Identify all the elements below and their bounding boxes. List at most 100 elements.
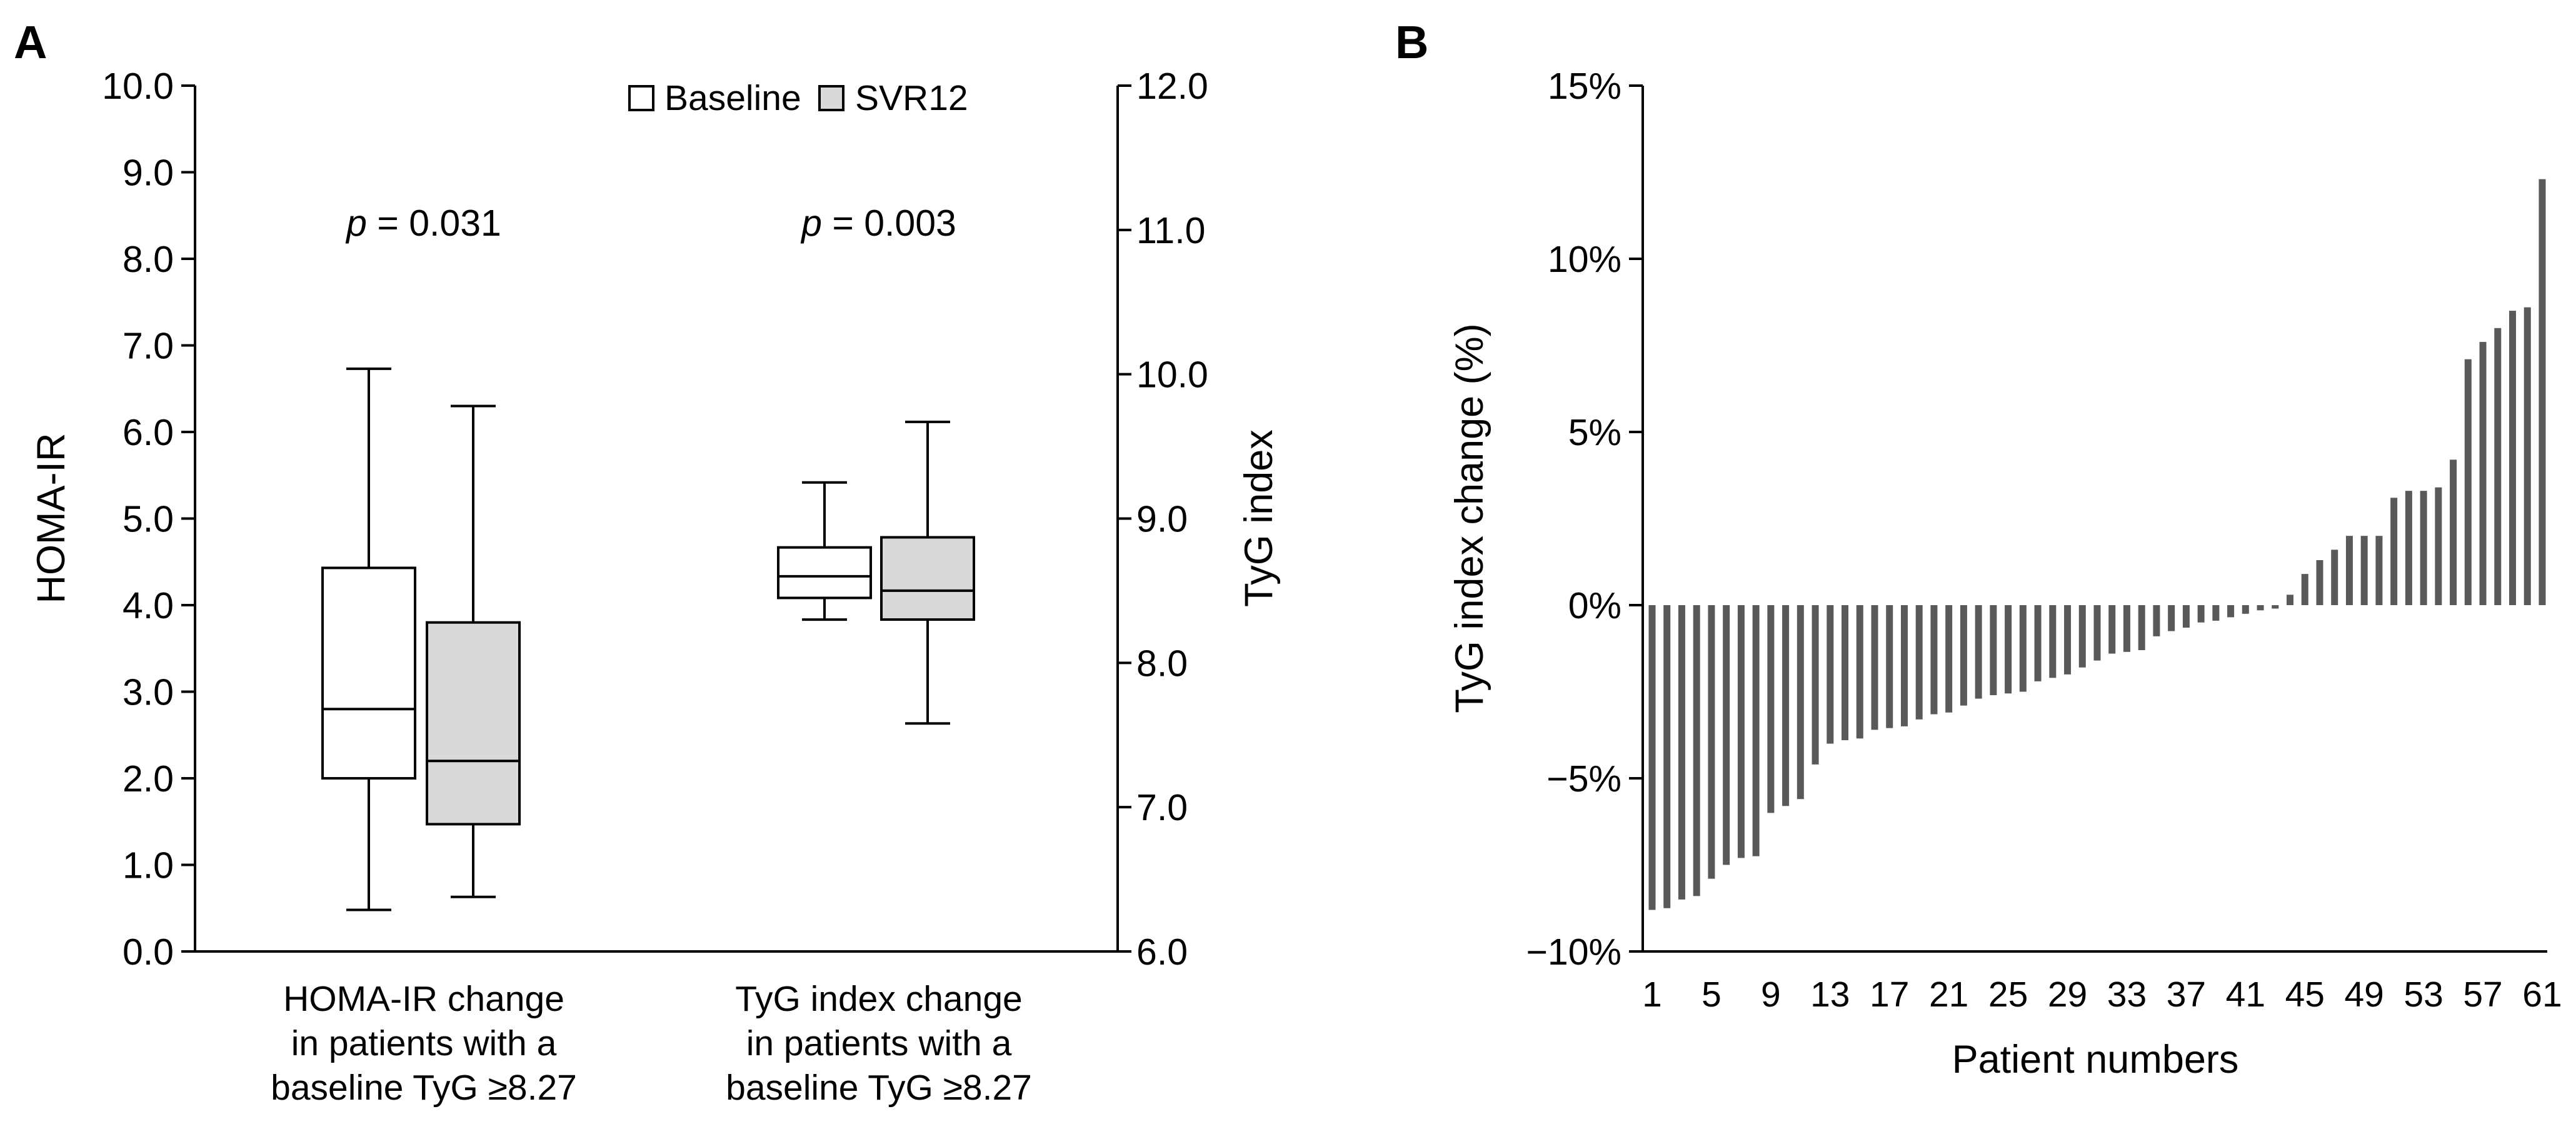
b-x-tick-label: 9 [1761, 975, 1781, 1015]
bar-patient-34 [2138, 605, 2145, 651]
left-tick-label: 5.0 [123, 499, 174, 540]
bar-patient-61 [2538, 179, 2546, 606]
left-tick-label: 9.0 [123, 153, 174, 194]
bar-patient-32 [2108, 605, 2116, 654]
bar-patient-40 [2227, 605, 2235, 618]
bar-patient-27 [2034, 605, 2042, 681]
bar-patient-59 [2509, 311, 2517, 605]
bar-patient-44 [2287, 595, 2294, 605]
b-y-tick-label: 15% [1548, 66, 1621, 107]
bar-patient-31 [2093, 605, 2101, 661]
bar-patient-57 [2479, 341, 2487, 605]
bar-patient-56 [2464, 359, 2472, 605]
bar-patient-54 [2435, 487, 2442, 605]
bar-patient-13 [1827, 605, 1834, 744]
right-tick-label: 8.0 [1136, 643, 1188, 684]
category-label-line: in patients with a [291, 1023, 557, 1063]
right-axis-title: TyG index [1237, 429, 1281, 607]
left-tick-label: 2.0 [123, 758, 174, 800]
right-tick-label: 7.0 [1136, 787, 1188, 828]
b-x-tick-label: 5 [1701, 975, 1722, 1015]
b-x-tick-label: 13 [1810, 975, 1850, 1015]
bar-patient-10 [1782, 605, 1790, 806]
p-symbol: p [345, 203, 367, 244]
b-x-tick-label: 1 [1642, 975, 1662, 1015]
b-y-tick-label: −5% [1546, 758, 1621, 800]
b-x-tick-label: 29 [2048, 975, 2087, 1015]
right-tick-label: 9.0 [1136, 499, 1188, 540]
bar-patient-5 [1708, 605, 1715, 879]
bar-patient-2 [1663, 605, 1671, 908]
left-tick-label: 10.0 [102, 66, 174, 107]
bar-patient-3 [1678, 605, 1685, 900]
panel-label-a: A [14, 16, 47, 68]
bar-patient-36 [2168, 605, 2175, 631]
bar-patient-51 [2390, 498, 2398, 605]
bar-patient-49 [2360, 536, 2368, 605]
bar-patient-43 [2272, 605, 2279, 609]
b-x-tick-label: 41 [2226, 975, 2265, 1015]
bar-patient-8 [1752, 605, 1760, 856]
bar-patient-60 [2523, 307, 2531, 605]
bar-patient-4 [1693, 605, 1700, 896]
legend-label: SVR12 [855, 78, 968, 118]
left-tick-label: 0.0 [123, 931, 174, 973]
bar-patient-9 [1767, 605, 1775, 813]
p-value: = 0.003 [822, 203, 956, 244]
left-tick-label: 6.0 [123, 412, 174, 453]
bar-patient-14 [1842, 605, 1849, 741]
bar-patient-16 [1871, 605, 1878, 730]
b-y-tick-label: −10% [1526, 931, 1621, 973]
bar-patient-37 [2182, 605, 2190, 628]
bar-patient-11 [1797, 605, 1804, 800]
b-y-tick-label: 0% [1568, 585, 1621, 626]
left-tick-label: 8.0 [123, 239, 174, 280]
bar-patient-1 [1648, 605, 1656, 910]
box-baseline [321, 566, 416, 780]
legend-label: Baseline [664, 78, 801, 118]
bar-patient-58 [2494, 328, 2502, 605]
bar-patient-30 [2078, 605, 2086, 668]
legend-swatch [818, 85, 844, 111]
p-value-label: p = 0.003 [800, 203, 956, 244]
left-axis-title: HOMA-IR [29, 433, 73, 604]
bar-patient-21 [1945, 605, 1953, 713]
bar-patient-19 [1915, 605, 1923, 720]
bar-patient-18 [1900, 605, 1908, 726]
bar-patient-52 [2405, 491, 2412, 605]
bar-patient-17 [1886, 605, 1893, 728]
b-x-tick-label: 49 [2344, 975, 2383, 1015]
legend-swatch [628, 85, 654, 111]
bar-patient-38 [2197, 605, 2205, 623]
category-label-line: baseline TyG ≥8.27 [271, 1068, 577, 1108]
bar-patient-50 [2375, 536, 2383, 605]
right-tick-label: 10.0 [1136, 354, 1208, 396]
b-x-tick-label: 57 [2463, 975, 2502, 1015]
bar-patient-35 [2153, 605, 2160, 636]
b-x-tick-label: 21 [1929, 975, 1968, 1015]
box-svr12 [426, 621, 521, 826]
category-label-line: in patients with a [746, 1023, 1012, 1063]
bar-patient-12 [1812, 605, 1819, 765]
b-x-tick-label: 61 [2522, 975, 2562, 1015]
bar-patient-15 [1856, 605, 1863, 739]
bar-patient-48 [2345, 536, 2353, 605]
box-svr12 [880, 536, 975, 621]
b-y-tick-label: 5% [1568, 412, 1621, 453]
bar-patient-25 [2005, 605, 2012, 694]
b-x-tick-label: 45 [2285, 975, 2325, 1015]
b-x-tick-label: 17 [1870, 975, 1909, 1015]
right-tick-label: 6.0 [1136, 931, 1188, 973]
b-x-tick-label: 33 [2107, 975, 2147, 1015]
bar-patient-22 [1960, 605, 1967, 706]
p-value-label: p = 0.031 [345, 203, 501, 244]
bar-patient-39 [2212, 605, 2220, 621]
left-tick-label: 1.0 [123, 845, 174, 886]
left-tick-label: 4.0 [123, 585, 174, 626]
b-x-tick-label: 53 [2403, 975, 2443, 1015]
bar-patient-28 [2049, 605, 2057, 678]
bar-patient-20 [1930, 605, 1938, 715]
bar-patient-7 [1737, 605, 1745, 858]
